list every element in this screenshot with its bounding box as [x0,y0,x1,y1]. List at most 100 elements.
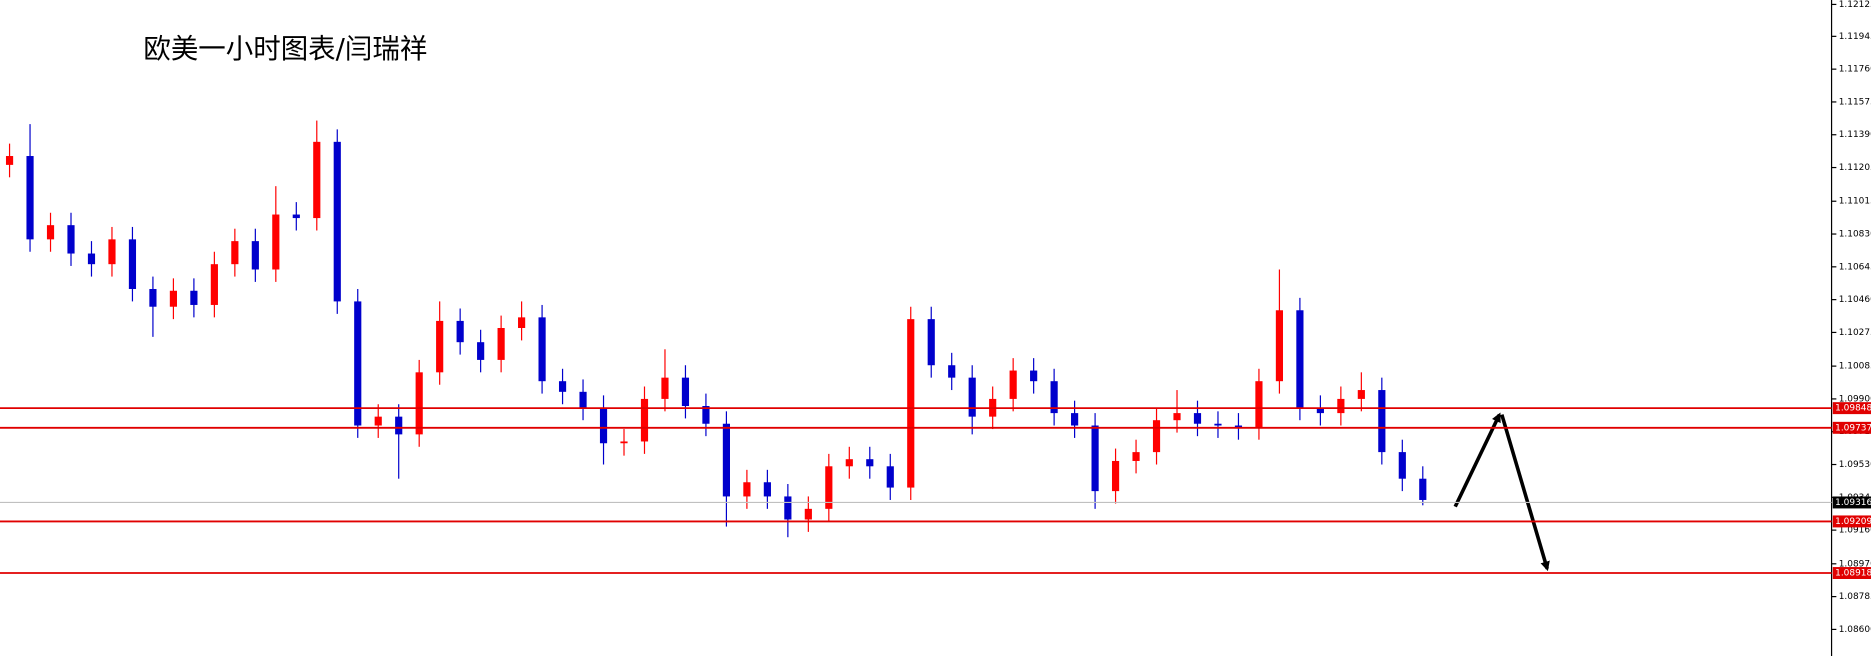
y-tick-label: 1.09900 [1839,394,1871,404]
candle-body [948,365,956,378]
candle-body [26,156,34,240]
candle-body [210,264,218,305]
candle-body [968,377,976,417]
candle-body [395,416,403,435]
candle-body [497,328,505,360]
chart-title: 欧美一小时图表/闫瑞祥 [143,33,427,65]
candle-body [743,482,751,497]
y-tick-label: 1.09160 [1839,526,1871,536]
y-tick-label: 1.11945 [1839,32,1871,42]
candle-body [374,416,382,426]
candle-body [1009,370,1017,399]
y-tick-label: 1.11015 [1839,197,1871,207]
candle-body [190,290,198,305]
candle-body [5,156,14,165]
candle-body [681,377,690,407]
level-label-box [1832,421,1871,434]
candle-body [1337,398,1345,414]
candle-body [1357,390,1365,399]
candle-body [1030,370,1038,382]
candle-body [1173,413,1181,421]
y-tick-label: 1.11205 [1839,163,1871,173]
candle-body [1296,310,1304,408]
candle-body [1091,425,1099,492]
level-label-box [1832,402,1871,415]
candle-body [149,288,157,307]
candle-body [415,372,423,435]
candle-body [804,508,812,520]
candle-body [1132,452,1140,461]
level-label: 1.09737 [1835,423,1871,433]
candle-body [825,466,833,509]
level-label-box [1832,567,1871,579]
candle-body [907,319,915,488]
candle-body [1398,452,1406,479]
candle-body [354,301,362,426]
candle-body [1193,413,1202,424]
candle-body [599,407,608,444]
candle-body [886,466,894,488]
candle-body [722,423,731,497]
candle-body [313,141,321,219]
y-tick-label: 1.11760 [1839,65,1871,75]
current-price-box [1832,496,1871,509]
y-tick-label: 1.12125 [1839,0,1871,10]
level-label: 1.09209 [1835,517,1871,527]
y-tick-label: 1.08785 [1839,592,1871,602]
y-tick-label: 1.10460 [1839,295,1871,305]
candle-body [866,459,874,467]
candle-body [128,239,137,289]
candle-body [169,290,177,307]
candle-body [661,377,669,399]
y-tick-label: 1.11390 [1839,130,1871,140]
y-tick-label: 1.09530 [1839,460,1871,470]
candle-body [579,391,587,408]
candle-body [518,317,526,328]
forecast-arrow-down [1500,414,1550,572]
candle-body [456,320,464,343]
candle-body [784,496,792,520]
y-tick-label: 1.10275 [1839,328,1871,338]
level-label: 1.09848 [1835,404,1871,414]
current-price-label: 1.09316 [1835,498,1871,508]
candle-body [46,225,55,240]
candle-body [1111,460,1120,492]
y-tick-label: 1.08970 [1839,559,1871,569]
y-tick-label: 1.08600 [1839,625,1871,635]
level-label-box [1832,515,1871,528]
candle-body [558,381,567,392]
candle-body [1152,420,1161,453]
candle-body [702,406,710,424]
candle-body [1071,413,1079,426]
level-label: 1.08918 [1835,569,1871,579]
candle-body [1214,423,1222,426]
candle-body [620,441,628,444]
forecast-arrow-up [1453,412,1502,508]
y-tick-label: 1.10645 [1839,262,1871,272]
candle-body [108,239,116,265]
candle-body [1316,407,1324,414]
candle-body [1234,425,1243,428]
candle-body [1275,310,1284,382]
candle-body [1050,381,1058,414]
y-tick-label: 1.10085 [1839,362,1871,372]
candle-body [1419,478,1427,500]
candle-body [538,317,546,382]
candle-body [87,253,96,265]
y-tick-label: 1.11575 [1839,97,1871,107]
candle-body [251,241,259,270]
candle-body [292,214,300,219]
candle-body [927,319,935,366]
candle-body [272,214,280,270]
candle-body [1255,381,1263,428]
candle-body [763,482,771,497]
candle-body [845,459,853,467]
candle-body [1378,390,1386,453]
candle-body [436,320,444,373]
candle-body [333,141,341,302]
candle-body [67,225,75,254]
candle-body [477,342,485,360]
candle-body [640,398,649,442]
y-tick-label: 1.10830 [1839,230,1871,240]
